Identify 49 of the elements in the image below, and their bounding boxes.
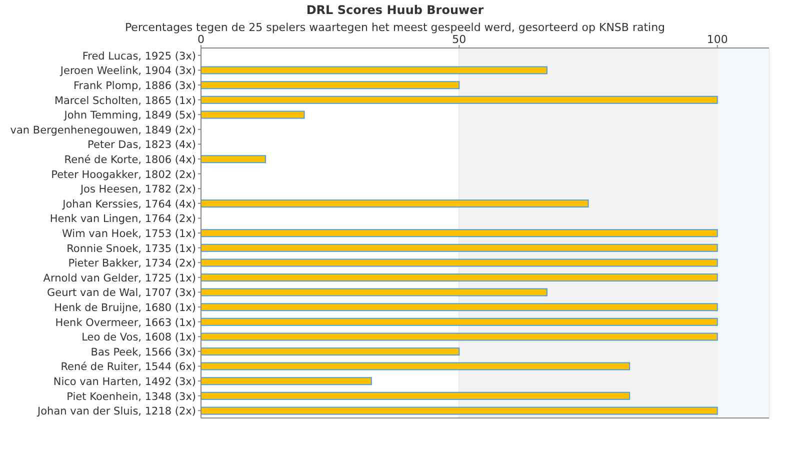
y-tick-label: Henk de Bruijne, 1680 (1x) [54, 302, 196, 314]
bar [201, 258, 718, 267]
y-tick-label: Johan Kerssies, 1764 (4x) [62, 198, 196, 210]
y-tick-label: Nico van Harten, 1492 (3x) [53, 376, 196, 388]
y-tick-label: Pieter Bakker, 1734 (2x) [68, 258, 196, 270]
bar [201, 229, 718, 238]
chart-title: DRL Scores Huub Brouwer [305, 3, 485, 17]
bar [201, 81, 460, 90]
y-tick-label: Henk van Lingen, 1764 (2x) [50, 213, 196, 226]
bar [201, 377, 372, 386]
y-tick-label: Arnold van Gelder, 1725 (1x) [43, 272, 196, 284]
y-tick-label: René de Korte, 1806 (4x) [64, 154, 196, 166]
y-tick-label: John Temming, 1849 (5x) [63, 110, 196, 122]
chart-subtitle: Percentages tegen de 25 spelers waartegen het meest gespeeld werd, gesorteerd op KNSB rating [124, 21, 666, 34]
bar [201, 318, 718, 326]
bar [201, 155, 266, 164]
bar [201, 332, 718, 341]
y-tick-label: Jos Heesen, 1782 (2x) [79, 184, 196, 196]
bar [201, 362, 630, 370]
y-tick-label: Bas Peek, 1566 (3x) [90, 346, 196, 358]
x-tick-label: 100 [706, 33, 728, 46]
y-tick-label: Jeroen Weelink, 1904 (3x) [59, 65, 196, 78]
y-tick-label: Frank Plomp, 1886 (3x) [74, 80, 196, 92]
bar [201, 288, 548, 296]
y-tick-label: van Bergenhenegouwen, 1849 (2x) [10, 124, 196, 136]
y-tick-label: Marcel Scholten, 1865 (1x) [54, 94, 196, 107]
y-tick-label: Leo de Vos, 1608 (1x) [82, 332, 196, 344]
bar [201, 406, 718, 415]
y-tick-label: Henk Overmeer, 1663 (1x) [55, 316, 196, 329]
x-tick-label: 0 [198, 33, 204, 46]
bar [201, 96, 718, 104]
y-tick-label: Wim van Hoek, 1753 (1x) [62, 228, 196, 240]
x-tick-label: 50 [452, 33, 466, 46]
bar [201, 110, 305, 119]
bar [201, 303, 718, 312]
y-tick-label: Johan van der Sluis, 1218 (2x) [36, 406, 196, 418]
y-tick-label: Peter Hoogakker, 1802 (2x) [51, 168, 196, 181]
bar [201, 244, 718, 252]
bar [201, 66, 548, 74]
y-tick-label: Geurt van de Wal, 1707 (3x) [46, 287, 196, 300]
bar [201, 348, 460, 356]
y-tick-label: Ronnie Snoek, 1735 (1x) [66, 242, 196, 255]
bar [201, 200, 589, 208]
y-tick-label: Peter Das, 1823 (4x) [88, 139, 196, 152]
y-tick-label: Fred Lucas, 1925 (3x) [82, 50, 196, 62]
bar [201, 392, 630, 400]
y-tick-label: Piet Koenhein, 1348 (3x) [66, 390, 196, 403]
bar [201, 274, 718, 282]
y-tick-label: René de Ruiter, 1544 (6x) [60, 361, 196, 374]
